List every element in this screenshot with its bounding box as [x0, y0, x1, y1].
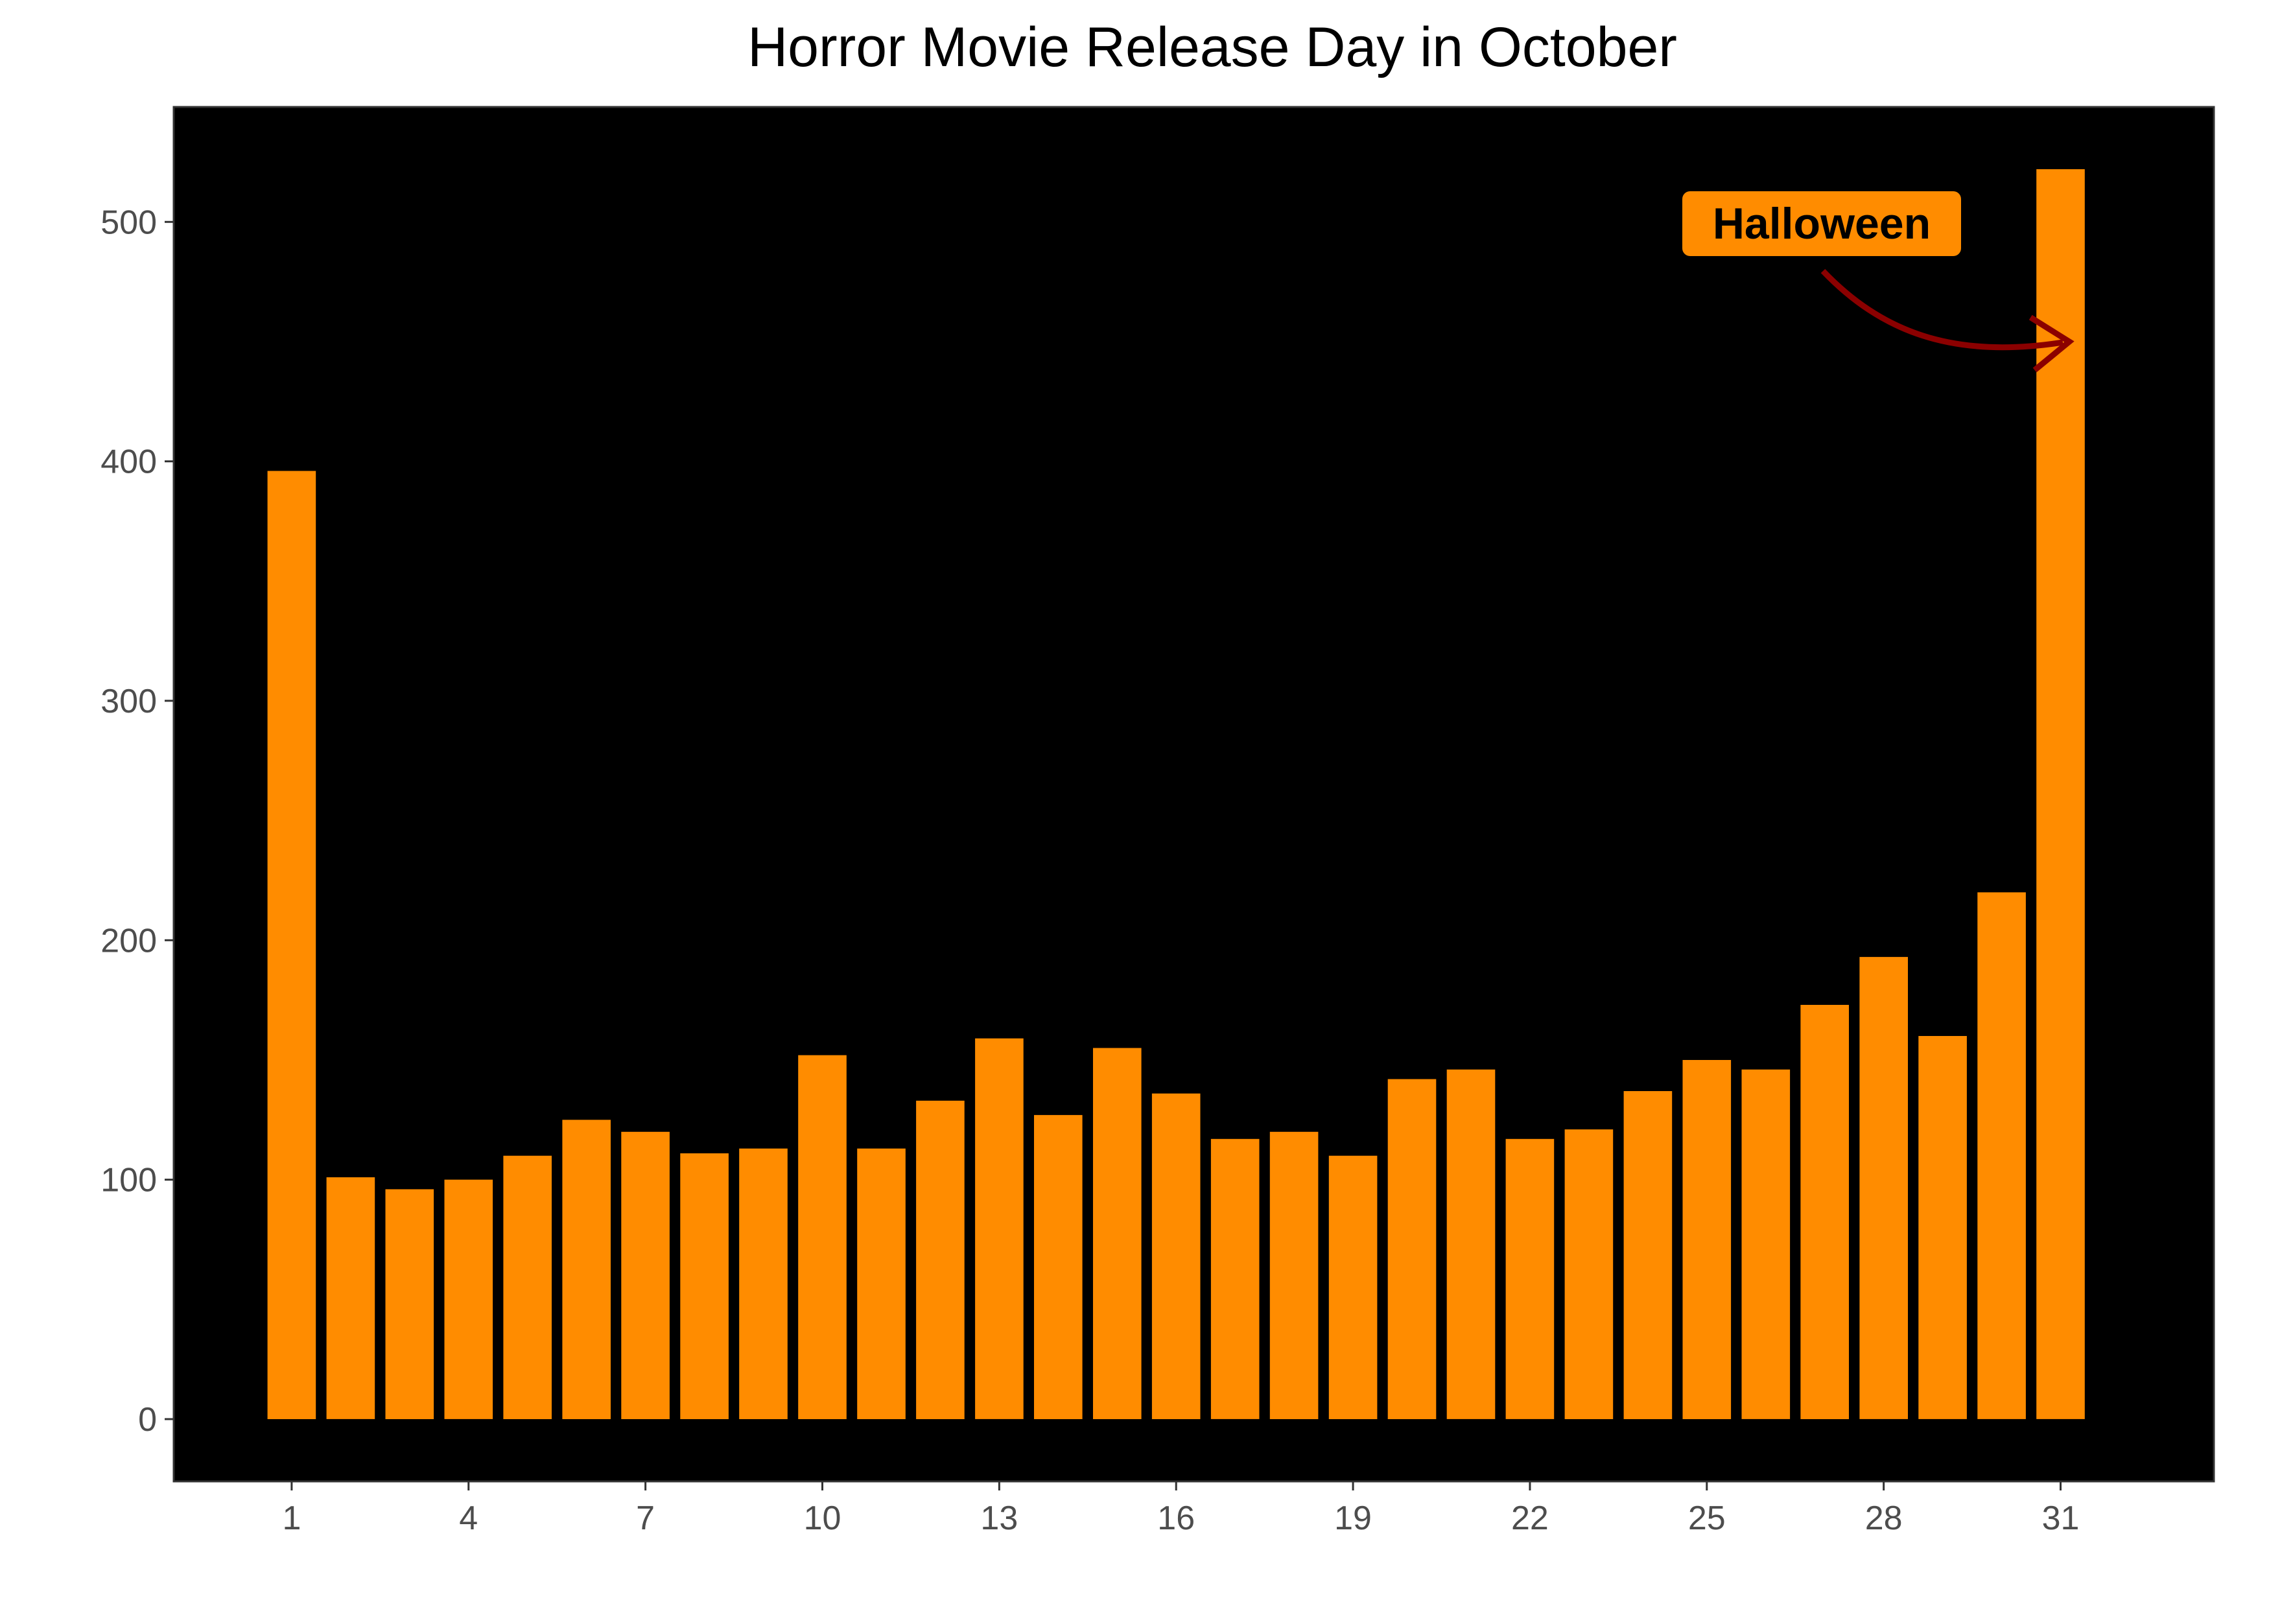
x-tick-label: 22 [1511, 1500, 1549, 1537]
x-axis: 1 4 7 10 13 16 19 22 25 28 31 [282, 1481, 2079, 1537]
y-axis: 0 100 200 300 400 500 [100, 204, 174, 1439]
x-tick-label: 7 [636, 1500, 655, 1537]
bar-day-10 [798, 1055, 847, 1419]
x-tick-label: 16 [1157, 1500, 1195, 1537]
bar-day-4 [444, 1179, 493, 1419]
bar-day-28 [1859, 957, 1908, 1419]
bar-day-2 [326, 1177, 375, 1419]
halloween-annotation: Halloween [1682, 191, 2075, 373]
y-tick-label: 300 [100, 683, 157, 720]
bar-day-25 [1682, 1060, 1732, 1419]
bar-day-24 [1623, 1091, 1673, 1419]
bar-day-3 [385, 1189, 434, 1419]
arrowhead-icon [2028, 314, 2075, 373]
bar-day-5 [503, 1155, 552, 1419]
x-tick-label: 28 [1865, 1500, 1903, 1537]
x-tick-label: 31 [2042, 1500, 2080, 1537]
bar-day-26 [1741, 1069, 1791, 1419]
x-tick-label: 19 [1334, 1500, 1372, 1537]
y-tick-label: 0 [138, 1401, 157, 1439]
x-tick-label: 13 [980, 1500, 1018, 1537]
y-tick-label: 400 [100, 443, 157, 481]
bar-day-14 [1034, 1114, 1083, 1419]
bar-day-11 [857, 1148, 906, 1419]
bars-group [267, 169, 2085, 1419]
bar-day-23 [1564, 1129, 1614, 1419]
x-tick-label: 25 [1688, 1500, 1726, 1537]
bar-day-29 [1918, 1036, 1967, 1419]
bar-day-9 [739, 1148, 788, 1419]
chart-title: Horror Movie Release Day in October [747, 16, 1677, 78]
bar-day-6 [562, 1120, 611, 1419]
bar-day-15 [1093, 1048, 1142, 1419]
annotation-label: Halloween [1713, 199, 1931, 248]
bar-day-1 [267, 471, 316, 1419]
bar-day-8 [680, 1153, 729, 1419]
bar-day-18 [1269, 1131, 1319, 1419]
y-tick-label: 200 [100, 922, 157, 959]
bar-day-27 [1800, 1005, 1849, 1419]
bar-day-30 [1977, 892, 2026, 1419]
x-tick-label: 4 [459, 1500, 478, 1537]
bar-day-22 [1505, 1138, 1555, 1419]
x-tick-label: 1 [282, 1500, 301, 1537]
bar-day-20 [1387, 1079, 1437, 1419]
bar-day-21 [1446, 1069, 1496, 1419]
bar-day-31 [2036, 169, 2085, 1419]
y-tick-label: 100 [100, 1162, 157, 1199]
annotation-arrow [1820, 268, 2063, 351]
x-tick-label: 10 [804, 1500, 841, 1537]
annotation-label-box [1682, 191, 1961, 256]
bar-day-16 [1151, 1093, 1201, 1419]
bar-day-17 [1210, 1138, 1260, 1419]
bar-day-7 [621, 1131, 670, 1419]
bar-day-12 [916, 1100, 965, 1419]
y-tick-label: 500 [100, 204, 157, 241]
bar-day-13 [975, 1038, 1024, 1419]
bar-day-19 [1328, 1155, 1378, 1419]
